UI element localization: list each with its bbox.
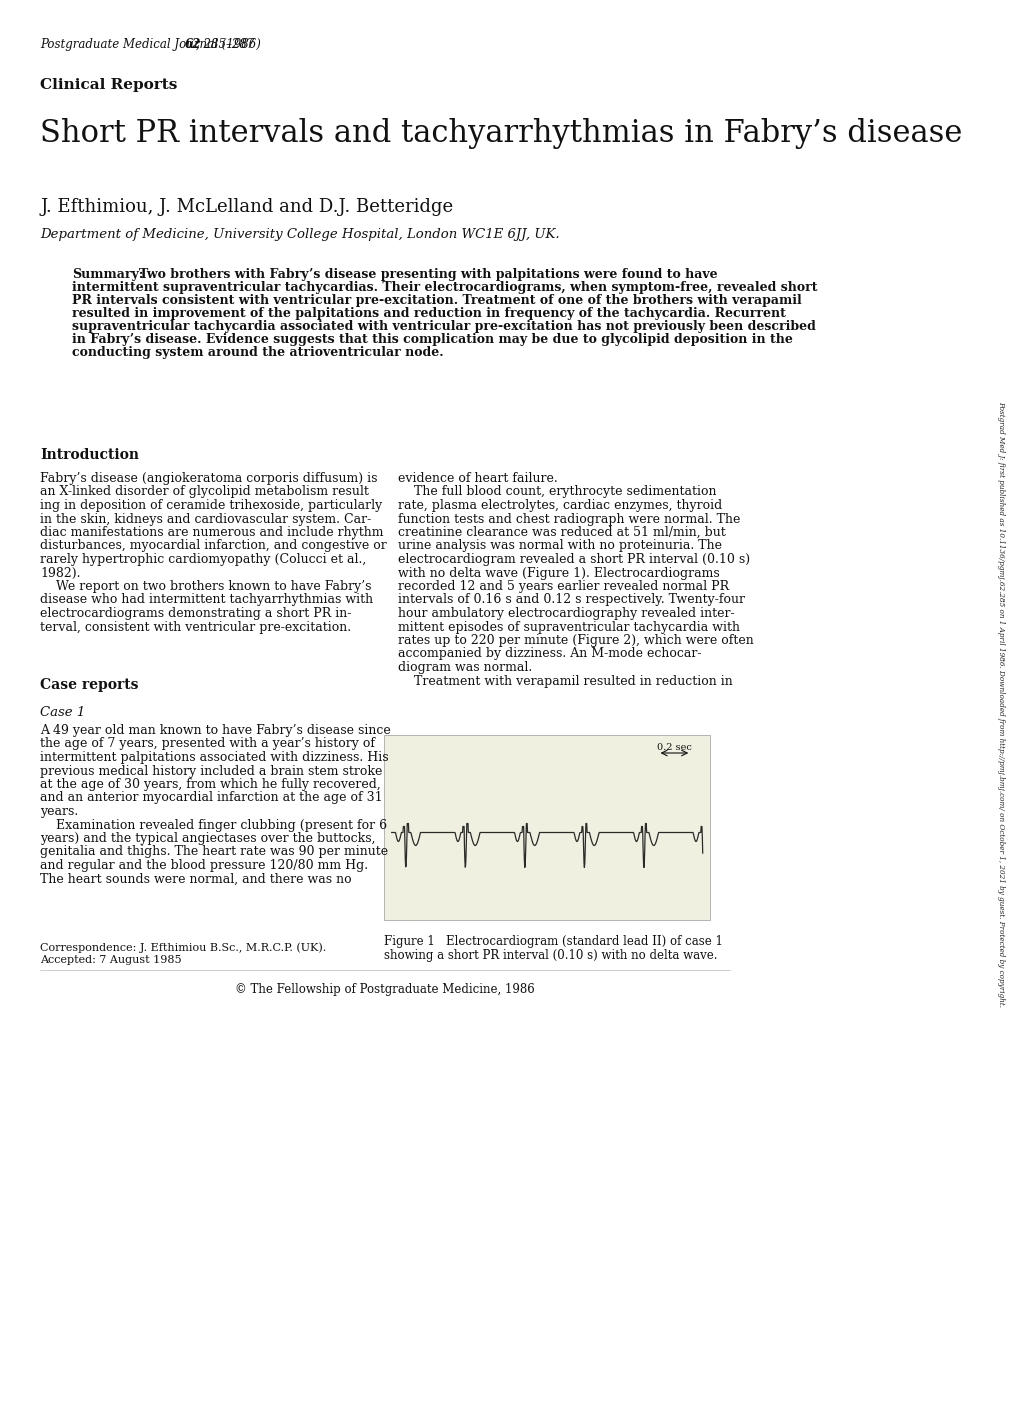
Text: previous medical history included a brain stem stroke: previous medical history included a brai… [41, 765, 382, 777]
Text: years) and the typical angiectases over the buttocks,: years) and the typical angiectases over … [41, 832, 375, 845]
Text: electrocardiograms demonstrating a short PR in-: electrocardiograms demonstrating a short… [41, 607, 352, 620]
Text: rates up to 220 per minute (Figure 2), which were often: rates up to 220 per minute (Figure 2), w… [398, 634, 753, 648]
Text: an X-linked disorder of glycolipid metabolism result: an X-linked disorder of glycolipid metab… [41, 486, 369, 498]
Text: Summary:: Summary: [72, 268, 144, 282]
Text: at the age of 30 years, from which he fully recovered,: at the age of 30 years, from which he fu… [41, 779, 381, 791]
Text: urine analysis was normal with no proteinuria. The: urine analysis was normal with no protei… [398, 539, 721, 552]
Text: © The Fellowship of Postgraduate Medicine, 1986: © The Fellowship of Postgraduate Medicin… [234, 983, 534, 995]
Text: evidence of heart failure.: evidence of heart failure. [398, 472, 557, 484]
Text: recorded 12 and 5 years earlier revealed normal PR: recorded 12 and 5 years earlier revealed… [398, 580, 729, 593]
Text: in Fabry’s disease. Evidence suggests that this complication may be due to glyco: in Fabry’s disease. Evidence suggests th… [72, 334, 792, 346]
Text: Case 1: Case 1 [41, 705, 86, 719]
Text: Clinical Reports: Clinical Reports [41, 77, 177, 92]
Text: intermittent palpitations associated with dizziness. His: intermittent palpitations associated wit… [41, 750, 388, 765]
Text: intervals of 0.16 s and 0.12 s respectively. Twenty-four: intervals of 0.16 s and 0.12 s respectiv… [398, 594, 745, 607]
Text: A 49 year old man known to have Fabry’s disease since: A 49 year old man known to have Fabry’s … [41, 724, 390, 736]
Text: and an anterior myocardial infarction at the age of 31: and an anterior myocardial infarction at… [41, 791, 382, 804]
Text: Case reports: Case reports [41, 679, 139, 691]
Text: Postgraduate Medical Journal (1986): Postgraduate Medical Journal (1986) [41, 38, 265, 51]
Text: The full blood count, erythrocyte sedimentation: The full blood count, erythrocyte sedime… [398, 486, 716, 498]
Text: 62: 62 [184, 38, 201, 51]
Text: PR intervals consistent with ventricular pre-excitation. Treatment of one of the: PR intervals consistent with ventricular… [72, 294, 801, 307]
Text: Department of Medicine, University College Hospital, London WC1E 6JJ, UK.: Department of Medicine, University Colle… [41, 228, 559, 241]
Text: hour ambulatory electrocardiography revealed inter-: hour ambulatory electrocardiography reve… [398, 607, 735, 620]
Text: Accepted: 7 August 1985: Accepted: 7 August 1985 [41, 955, 181, 964]
Text: J. Efthimiou, J. McLelland and D.J. Betteridge: J. Efthimiou, J. McLelland and D.J. Bett… [41, 199, 453, 215]
Text: Short PR intervals and tachyarrhythmias in Fabry’s disease: Short PR intervals and tachyarrhythmias … [41, 118, 962, 149]
Text: electrocardiogram revealed a short PR interval (0.10 s): electrocardiogram revealed a short PR in… [398, 553, 750, 566]
Text: Fabry’s disease (angiokeratoma corporis diffusum) is: Fabry’s disease (angiokeratoma corporis … [41, 472, 377, 484]
Text: rarely hypertrophic cardiomyopathy (Colucci et al.,: rarely hypertrophic cardiomyopathy (Colu… [41, 553, 366, 566]
Text: showing a short PR interval (0.10 s) with no delta wave.: showing a short PR interval (0.10 s) wit… [383, 949, 716, 962]
Text: Treatment with verapamil resulted in reduction in: Treatment with verapamil resulted in red… [398, 674, 733, 687]
Text: resulted in improvement of the palpitations and reduction in frequency of the ta: resulted in improvement of the palpitati… [72, 307, 785, 320]
Text: the age of 7 years, presented with a year’s history of: the age of 7 years, presented with a yea… [41, 738, 375, 750]
Text: rate, plasma electrolytes, cardiac enzymes, thyroid: rate, plasma electrolytes, cardiac enzym… [398, 498, 721, 513]
Text: diogram was normal.: diogram was normal. [398, 660, 532, 674]
Text: Two brothers with Fabry’s disease presenting with palpitations were found to hav: Two brothers with Fabry’s disease presen… [139, 268, 717, 282]
Text: ing in deposition of ceramide trihexoside, particularly: ing in deposition of ceramide trihexosid… [41, 498, 382, 513]
Text: supraventricular tachycardia associated with ventricular pre-excitation has not : supraventricular tachycardia associated … [72, 320, 815, 334]
Text: with no delta wave (Figure 1). Electrocardiograms: with no delta wave (Figure 1). Electroca… [398, 566, 719, 580]
Text: 0.2 sec: 0.2 sec [656, 743, 691, 752]
Bar [383, 735, 709, 919]
Text: Examination revealed finger clubbing (present for 6: Examination revealed finger clubbing (pr… [41, 818, 387, 832]
Text: accompanied by dizziness. An M-mode echocar-: accompanied by dizziness. An M-mode echo… [398, 648, 701, 660]
Text: genitalia and thighs. The heart rate was 90 per minute: genitalia and thighs. The heart rate was… [41, 845, 388, 859]
Text: function tests and chest radiograph were normal. The: function tests and chest radiograph were… [398, 513, 740, 525]
Text: and regular and the blood pressure 120/80 mm Hg.: and regular and the blood pressure 120/8… [41, 859, 368, 872]
Text: intermittent supraventricular tachycardias. Their electrocardiograms, when sympt: intermittent supraventricular tachycardi… [72, 282, 816, 294]
Text: years.: years. [41, 805, 78, 818]
Text: Figure 1   Electrocardiogram (standard lead II) of case 1: Figure 1 Electrocardiogram (standard lea… [383, 935, 722, 948]
Text: disturbances, myocardial infarction, and congestive or: disturbances, myocardial infarction, and… [41, 539, 386, 552]
Text: in the skin, kidneys and cardiovascular system. Car-: in the skin, kidneys and cardiovascular … [41, 513, 371, 525]
Text: Introduction: Introduction [41, 448, 140, 462]
Text: The heart sounds were normal, and there was no: The heart sounds were normal, and there … [41, 873, 352, 886]
Text: Correspondence: J. Efthimiou B.Sc., M.R.C.P. (UK).: Correspondence: J. Efthimiou B.Sc., M.R.… [41, 942, 326, 953]
Text: disease who had intermittent tachyarrhythmias with: disease who had intermittent tachyarrhyt… [41, 594, 373, 607]
Text: 1982).: 1982). [41, 566, 81, 580]
Text: We report on two brothers known to have Fabry’s: We report on two brothers known to have … [41, 580, 372, 593]
Text: conducting system around the atrioventricular node.: conducting system around the atrioventri… [72, 346, 443, 359]
Text: terval, consistent with ventricular pre-excitation.: terval, consistent with ventricular pre-… [41, 621, 352, 634]
Text: creatinine clearance was reduced at 51 ml/min, but: creatinine clearance was reduced at 51 m… [398, 527, 726, 539]
Text: diac manifestations are numerous and include rhythm: diac manifestations are numerous and inc… [41, 527, 383, 539]
Text: , 285–287: , 285–287 [196, 38, 254, 51]
Text: Postgrad Med J: first published as 10.1136/pgmj.62.285 on 1 April 1986. Download: Postgrad Med J: first published as 10.11… [996, 401, 1004, 1007]
Text: mittent episodes of supraventricular tachycardia with: mittent episodes of supraventricular tac… [398, 621, 740, 634]
